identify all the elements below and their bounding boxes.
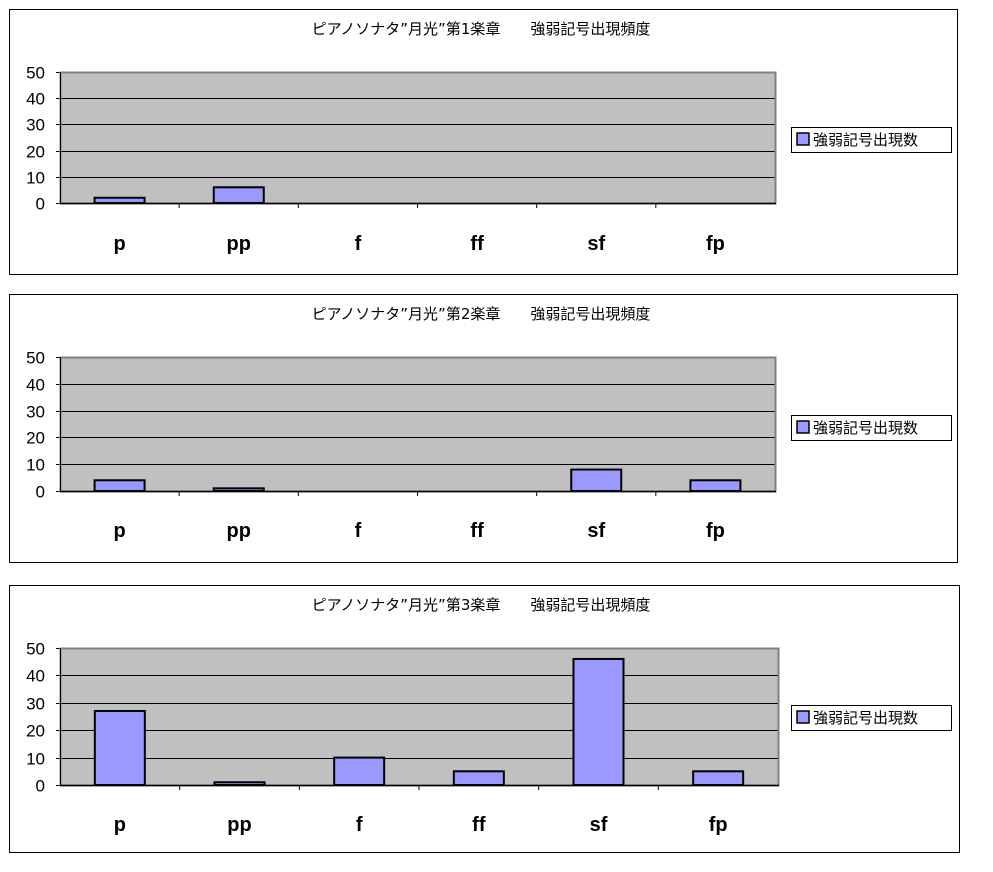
chart-3-bar-ff xyxy=(452,770,505,786)
chart-3-plot-area xyxy=(60,648,778,785)
chart-1-bar-p xyxy=(93,196,146,204)
chart-1-legend-label: 強弱記号出現数 xyxy=(813,131,918,149)
chart-1-y-tick-label: 20 xyxy=(26,143,45,162)
chart-1-y-tick-label: 50 xyxy=(26,64,45,83)
chart-2-y-tick-label: 0 xyxy=(36,483,45,502)
chart-3-x-tick-label: f xyxy=(356,814,363,836)
chart-2-legend-label: 強弱記号出現数 xyxy=(813,419,918,437)
chart-2-x-tick-label: f xyxy=(355,520,362,542)
chart-2-x-tick-label: ff xyxy=(470,520,484,542)
chart-2-y-tick-label: 50 xyxy=(26,349,45,368)
chart-3-legend-label: 強弱記号出現数 xyxy=(813,709,918,727)
chart-2-legend-swatch xyxy=(796,420,810,434)
chart-3-legend-swatch xyxy=(796,710,810,724)
chart-3-y-tick-label: 0 xyxy=(36,777,45,796)
chart-1-bar-pp xyxy=(212,186,265,204)
chart-2-plot-area xyxy=(60,357,775,491)
chart-1-y-tick-label: 0 xyxy=(36,195,45,214)
chart-2-x-tick-label: pp xyxy=(227,520,251,542)
chart-3-bar-fp xyxy=(692,770,745,786)
chart-1-y-tick-label: 40 xyxy=(26,90,45,109)
chart-3-x-tick-label: sf xyxy=(590,814,608,836)
chart-1-title: ピアノソナタ”月光”第1楽章 強弱記号出現頻度 xyxy=(312,20,651,38)
chart-2-y-tick-label: 30 xyxy=(26,403,45,422)
chart-3-x-tick-label: p xyxy=(114,814,126,836)
chart-2-bar-p xyxy=(93,479,146,492)
chart-1-x-tick-label: p xyxy=(113,233,125,255)
chart-1-x-tick-label: sf xyxy=(587,233,605,255)
chart-2-bar-pp xyxy=(212,487,265,493)
chart-2-y-tick-label: 40 xyxy=(26,376,45,395)
chart-2-legend xyxy=(791,415,952,441)
chart-3-y-tick-label: 50 xyxy=(26,640,45,659)
chart-2-x-tick-label: fp xyxy=(706,520,725,542)
chart-3-y-tick-label: 10 xyxy=(26,750,45,769)
chart-1-plot-area xyxy=(60,72,775,203)
chart-1-x-tick-label: ff xyxy=(470,233,484,255)
chart-1-legend-swatch xyxy=(796,132,810,146)
chart-2-x-tick-label: sf xyxy=(587,520,605,542)
chart-2-bar-sf xyxy=(570,468,623,492)
chart-2-title: ピアノソナタ”月光”第2楽章 強弱記号出現頻度 xyxy=(312,305,651,323)
chart-3-y-tick-label: 30 xyxy=(26,695,45,714)
chart-3-bar-pp xyxy=(213,781,266,787)
chart-2-bar-fp xyxy=(689,479,742,492)
chart-3-x-tick-label: fp xyxy=(709,814,728,836)
chart-3-bar-sf xyxy=(572,657,625,787)
chart-3-legend xyxy=(791,705,952,731)
chart-2-y-tick-label: 10 xyxy=(26,456,45,475)
chart-1-y-tick-label: 10 xyxy=(26,169,45,188)
chart-1-x-tick-label: pp xyxy=(227,233,251,255)
chart-2-y-tick-label: 20 xyxy=(26,429,45,448)
chart-1-x-tick-label: fp xyxy=(706,233,725,255)
chart-1-legend xyxy=(791,127,952,153)
chart-3-x-tick-label: ff xyxy=(472,814,486,836)
chart-2-x-tick-label: p xyxy=(113,520,125,542)
chart-3-bar-p xyxy=(93,710,146,787)
chart-3-x-tick-label: pp xyxy=(227,814,251,836)
chart-3-title: ピアノソナタ”月光”第3楽章 強弱記号出現頻度 xyxy=(312,596,651,614)
chart-3-y-tick-label: 20 xyxy=(26,722,45,741)
chart-3-y-tick-label: 40 xyxy=(26,667,45,686)
chart-1-x-tick-label: f xyxy=(355,233,362,255)
chart-1-y-tick-label: 30 xyxy=(26,116,45,135)
chart-3-bar-f xyxy=(333,756,386,786)
